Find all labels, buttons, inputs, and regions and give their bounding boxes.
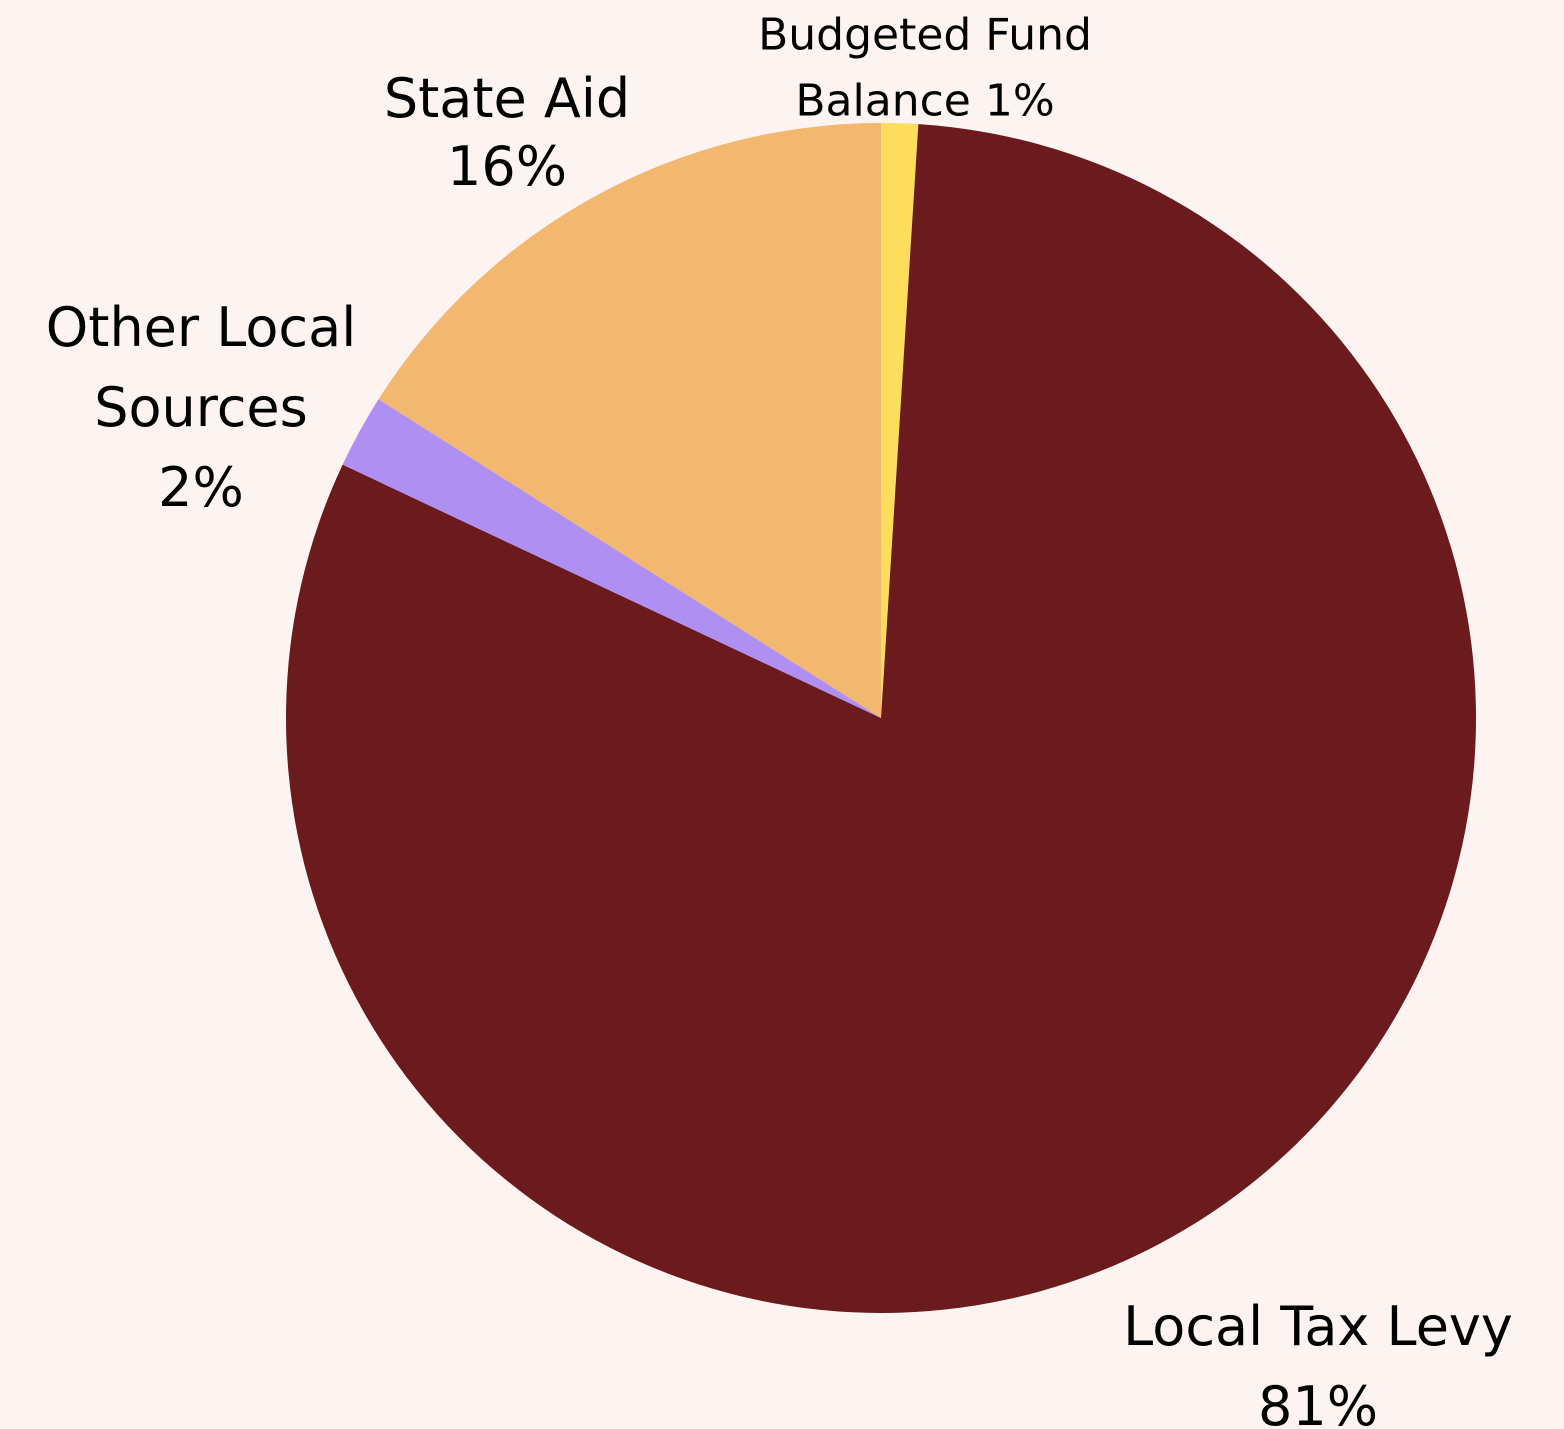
labels-group: Budgeted Fund Balance 1% Local Tax Levy 81%… bbox=[46, 9, 1513, 1429]
slice-label-line: Local Tax Levy bbox=[1123, 1295, 1513, 1358]
pie-slice bbox=[378, 123, 881, 718]
slice-label-line: Sources bbox=[94, 376, 308, 439]
slice-label: Budgeted Fund Balance 1% bbox=[758, 9, 1092, 126]
slices-group bbox=[286, 123, 1477, 1313]
slice-label-line: 2% bbox=[158, 456, 244, 519]
pie-slice bbox=[286, 124, 1477, 1313]
slice-label: Other Local Sources 2% bbox=[46, 296, 356, 519]
slice-label-line: State Aid bbox=[384, 67, 630, 130]
slice-label-line: Balance 1% bbox=[795, 75, 1054, 126]
slice-label-line: 16% bbox=[447, 135, 567, 198]
slice-label-line: Budgeted Fund bbox=[758, 9, 1092, 60]
slice-label: Local Tax Levy 81% bbox=[1123, 1295, 1513, 1429]
slice-label-line: 81% bbox=[1258, 1375, 1378, 1429]
slice-label-line: Other Local bbox=[46, 296, 356, 359]
slice-label: State Aid 16% bbox=[384, 67, 630, 198]
pie-slice bbox=[881, 123, 919, 718]
pie-slice bbox=[342, 399, 881, 718]
